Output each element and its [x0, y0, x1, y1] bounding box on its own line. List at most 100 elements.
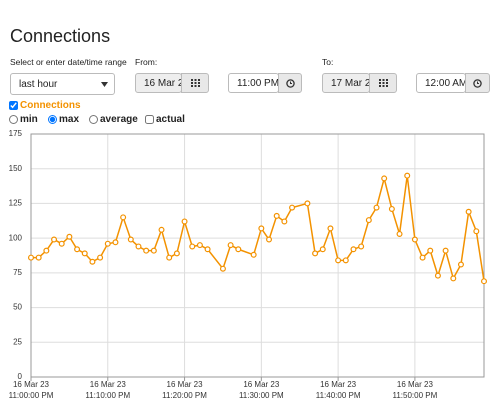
y-tick-label: 0 — [18, 372, 23, 381]
option[interactable]: average — [89, 114, 138, 125]
data-point — [35, 254, 42, 261]
data-point — [388, 205, 395, 212]
data-point — [28, 254, 35, 261]
y-tick-label: 125 — [9, 199, 23, 208]
option[interactable]: actual — [145, 114, 185, 125]
option-checkbox[interactable] — [145, 115, 154, 124]
data-point — [342, 257, 349, 264]
x-tick-label: 11:50:00 PM — [393, 391, 438, 400]
y-tick-label: 150 — [9, 164, 23, 173]
x-tick-label: 11:40:00 PM — [316, 391, 361, 400]
data-point — [327, 225, 334, 232]
data-point — [365, 217, 372, 224]
data-point — [166, 254, 173, 261]
option-label: min — [20, 114, 38, 125]
series-toggle: Connections — [9, 100, 81, 111]
data-point — [442, 247, 449, 254]
x-tick-label: 16 Mar 23 — [320, 380, 357, 389]
to-date-input[interactable]: 17 Mar 2 — [322, 73, 370, 93]
option-label: max — [59, 114, 80, 125]
option-radio[interactable] — [48, 115, 57, 124]
calendar-icon — [378, 79, 388, 87]
from-time-button[interactable] — [278, 73, 302, 93]
preset-value: last hour — [19, 79, 58, 90]
data-point — [235, 246, 242, 253]
data-point — [350, 246, 357, 253]
data-point — [481, 278, 488, 285]
x-tick-label: 16 Mar 23 — [167, 380, 204, 389]
data-point — [258, 225, 265, 232]
data-point — [465, 208, 472, 215]
option-label: actual — [156, 114, 185, 125]
series-name: Connections — [20, 100, 81, 111]
data-point — [457, 261, 464, 268]
data-point — [58, 240, 65, 247]
dropdown-arrow — [101, 82, 108, 87]
data-point — [404, 172, 411, 179]
y-tick-label: 100 — [9, 233, 23, 242]
from-label: From: — [135, 57, 158, 67]
data-point — [358, 243, 365, 250]
x-tick-label: 11:10:00 PM — [85, 391, 130, 400]
to-date-button[interactable] — [369, 73, 397, 93]
range-label: Select or enter date/time range — [10, 57, 127, 67]
data-point — [196, 242, 203, 249]
series-checkbox[interactable] — [9, 101, 18, 110]
data-point — [289, 204, 296, 211]
x-tick-label: 11:20:00 PM — [162, 391, 207, 400]
data-point — [112, 239, 119, 246]
preset-select[interactable]: last hour — [10, 73, 115, 95]
data-point — [373, 204, 380, 211]
data-point — [434, 272, 441, 279]
data-point — [319, 246, 326, 253]
data-point — [89, 258, 96, 265]
option-label: average — [100, 114, 138, 125]
x-tick-label: 11:00:00 PM — [9, 391, 54, 400]
data-point — [104, 240, 111, 247]
y-tick-label: 50 — [13, 303, 22, 312]
data-point — [51, 236, 58, 243]
data-point — [66, 233, 73, 240]
data-point — [473, 228, 480, 235]
data-point — [143, 247, 150, 254]
x-tick-label: 16 Mar 23 — [90, 380, 127, 389]
x-tick-label: 16 Mar 23 — [13, 380, 50, 389]
option[interactable]: min — [9, 114, 38, 125]
data-point — [250, 251, 257, 258]
data-point — [173, 250, 180, 257]
y-tick-label: 175 — [9, 129, 23, 138]
data-point — [97, 254, 104, 261]
from-date-input[interactable]: 16 Mar 2 — [135, 73, 182, 93]
x-tick-label: 16 Mar 23 — [397, 380, 434, 389]
data-point — [335, 257, 342, 264]
calendar-icon — [190, 79, 200, 87]
page-title: Connections — [10, 26, 111, 46]
data-point — [158, 226, 165, 233]
data-point — [450, 275, 457, 282]
data-point — [150, 247, 157, 254]
data-point — [266, 236, 273, 243]
data-point — [427, 247, 434, 254]
from-date-button[interactable] — [181, 73, 209, 93]
data-point — [381, 175, 388, 182]
data-point — [74, 246, 81, 253]
to-label: To: — [322, 57, 334, 67]
data-point — [273, 212, 280, 219]
data-point — [219, 265, 226, 272]
to-time-button[interactable] — [465, 73, 490, 93]
data-point — [396, 230, 403, 237]
data-point — [181, 218, 188, 225]
y-tick-label: 25 — [13, 337, 22, 346]
to-time-input[interactable]: 12:00 AM — [416, 73, 466, 93]
y-tick-label: 75 — [13, 268, 22, 277]
option[interactable]: max — [48, 114, 79, 125]
data-point — [411, 236, 418, 243]
data-point — [120, 214, 127, 221]
chart: 0 25 50 75 100 125 150 175 16 Mar 23 11:00:00 PM 1… — [9, 129, 488, 400]
from-time-input[interactable]: 11:00 PM — [228, 73, 279, 93]
option-radio[interactable] — [89, 115, 98, 124]
option-radio[interactable] — [9, 115, 18, 124]
data-point — [81, 250, 88, 257]
clock-icon — [473, 78, 482, 88]
